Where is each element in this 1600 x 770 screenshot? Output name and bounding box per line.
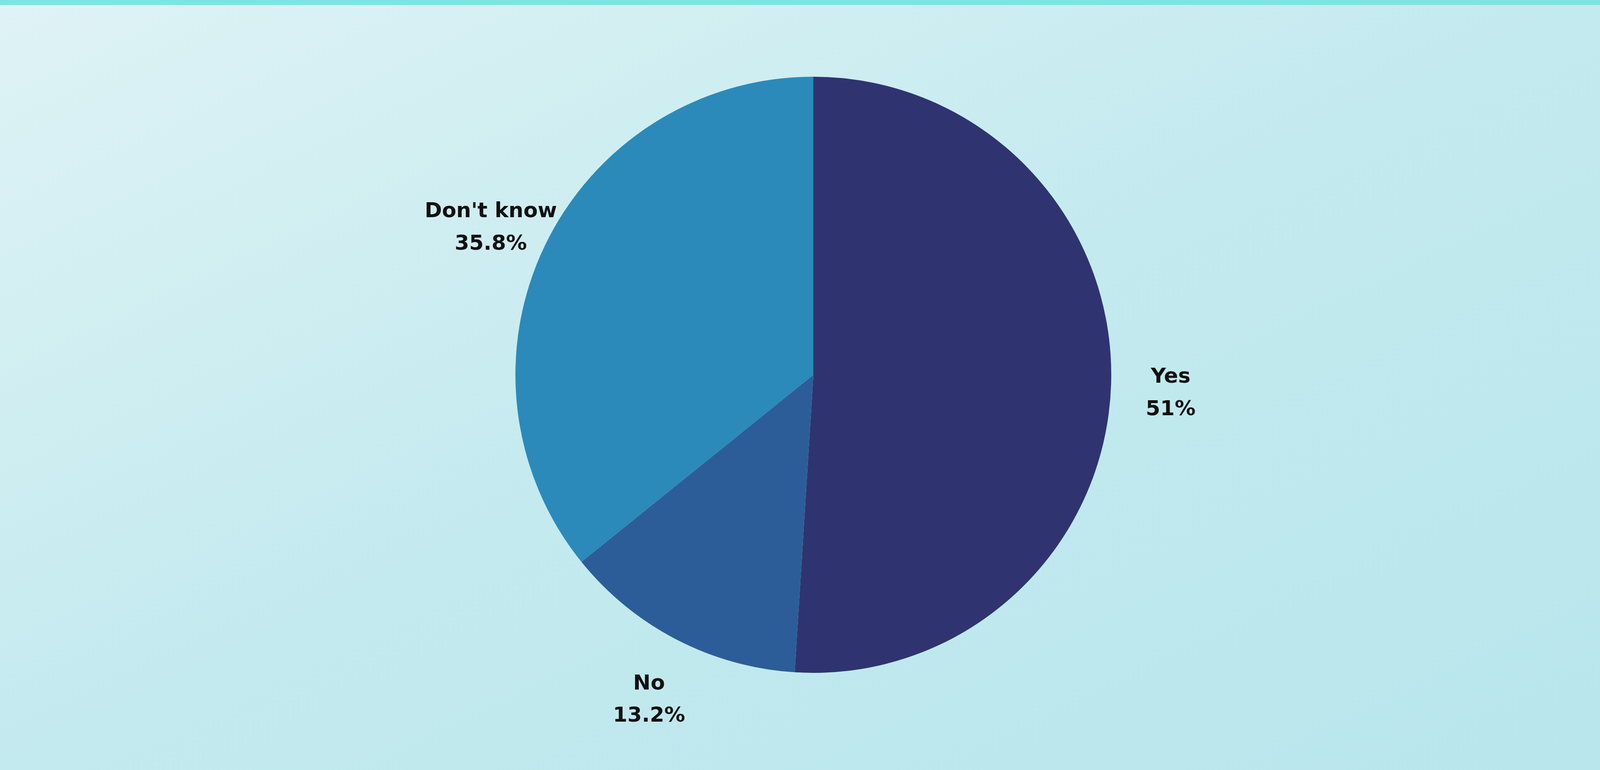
data-label: No 13.2% xyxy=(612,670,685,727)
category-label: No xyxy=(633,670,665,695)
background xyxy=(0,0,1600,770)
value-label: 13.2% xyxy=(612,702,685,727)
data-label: Yes 51% xyxy=(1145,363,1196,420)
labels: Yes 51% No 13.2% Don't know 35.8% xyxy=(424,197,1196,727)
category-label: Don't know xyxy=(424,197,557,223)
category-label: Yes xyxy=(1150,363,1191,388)
value-label: 35.8% xyxy=(454,230,527,255)
value-label: 51% xyxy=(1145,395,1196,420)
slice xyxy=(794,76,1112,673)
pie xyxy=(515,76,1112,673)
top-stripe xyxy=(0,0,1600,5)
chart: Yes 51% No 13.2% Don't know 35.8% xyxy=(0,0,1600,770)
data-label: Don't know 35.8% xyxy=(424,197,557,255)
slice xyxy=(515,76,814,562)
